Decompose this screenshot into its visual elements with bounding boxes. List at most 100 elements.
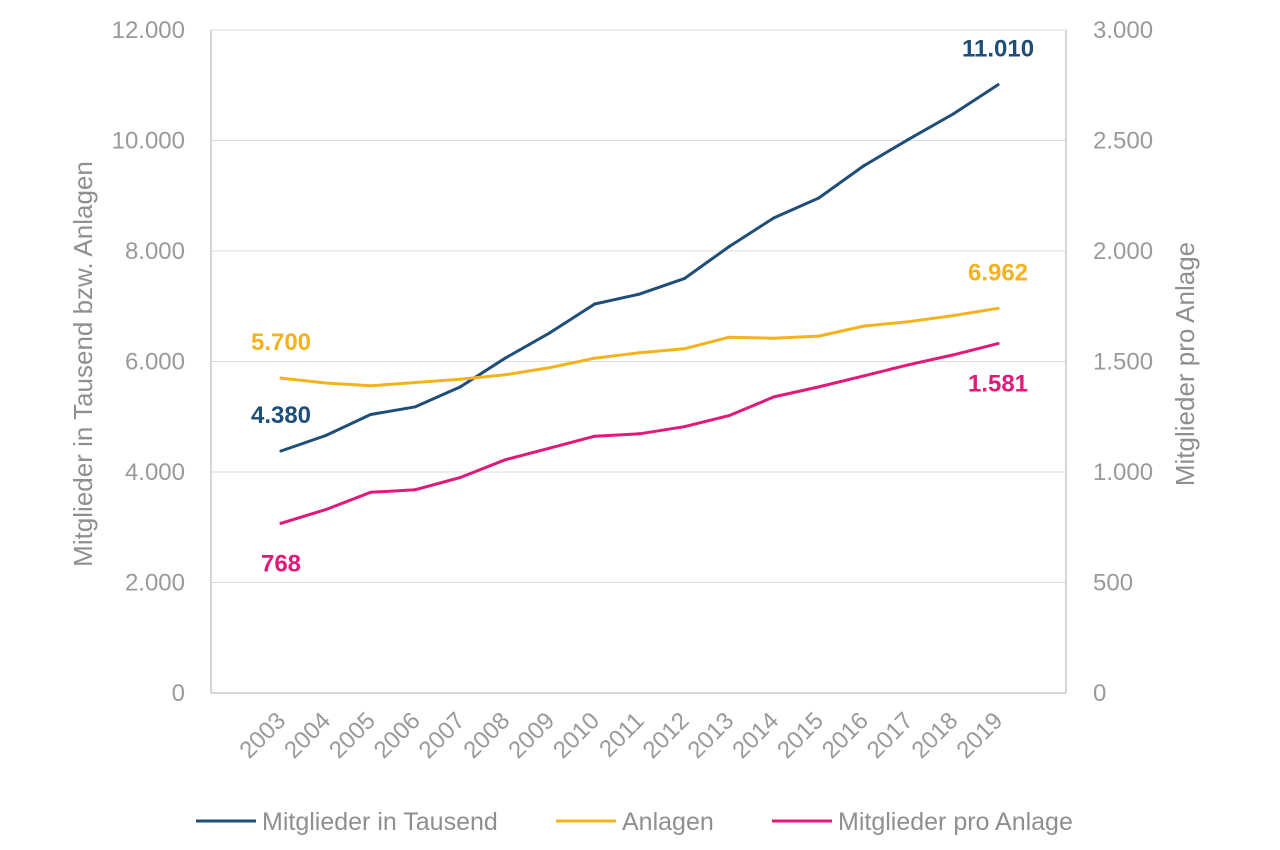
series-line-2 — [279, 306, 1000, 388]
data-point — [682, 425, 686, 429]
data-point — [996, 83, 1000, 87]
right-axis-title: Mitglieder pro Anlage — [1170, 242, 1200, 486]
data-point — [906, 320, 910, 324]
right-tick-label: 1.000 — [1093, 459, 1153, 486]
data-label: 5.700 — [251, 329, 311, 356]
left-tick-label: 0 — [172, 680, 185, 707]
data-label: 4.380 — [251, 402, 311, 429]
legend-item-3: Mitglieder pro Anlage — [772, 808, 1073, 836]
data-point — [996, 342, 1000, 346]
axes — [210, 30, 1067, 694]
data-point — [503, 356, 507, 360]
x-axis-ticks: 2003200420052006200720082009201020112012… — [234, 707, 1008, 764]
x-tick-label: 2006 — [369, 707, 426, 764]
left-tick-label: 6.000 — [125, 349, 185, 376]
left-axis-title: Mitglieder in Tausend bzw. Anlagen — [68, 161, 98, 567]
data-point — [682, 347, 686, 351]
data-point — [727, 414, 731, 418]
data-point — [638, 351, 641, 355]
right-tick-label: 3.000 — [1093, 17, 1153, 44]
x-tick-label: 2016 — [817, 707, 874, 764]
right-tick-label: 2.500 — [1093, 128, 1153, 155]
data-point — [638, 292, 641, 296]
legend-label: Mitglieder in Tausend — [262, 808, 498, 836]
data-point — [548, 331, 552, 335]
data-point — [593, 356, 597, 360]
data-point — [638, 432, 641, 436]
x-tick-label: 2010 — [548, 707, 605, 764]
data-point — [548, 446, 552, 450]
x-tick-label: 2004 — [279, 707, 336, 764]
series-line-1 — [279, 83, 1000, 453]
data-point — [906, 137, 910, 141]
right-tick-label: 2.000 — [1093, 238, 1153, 265]
data-point — [458, 385, 462, 389]
grid-lines — [211, 29, 1066, 583]
data-point — [772, 336, 776, 340]
data-label: 6.962 — [968, 259, 1028, 286]
data-point — [682, 277, 686, 281]
data-point — [727, 245, 731, 249]
data-point — [279, 449, 283, 453]
x-tick-label: 2013 — [683, 707, 740, 764]
x-tick-label: 2012 — [638, 707, 695, 764]
left-tick-label: 10.000 — [112, 128, 185, 155]
left-tick-label: 2.000 — [125, 570, 185, 597]
x-tick-label: 2009 — [503, 707, 560, 764]
data-label: 1.581 — [968, 371, 1028, 398]
x-tick-label: 2003 — [234, 707, 291, 764]
data-point — [951, 353, 955, 357]
data-point — [413, 380, 417, 384]
data-point — [996, 306, 1000, 310]
right-tick-label: 0 — [1093, 680, 1106, 707]
data-point — [862, 324, 866, 328]
data-point — [503, 373, 507, 377]
right-axis-ticks: 0 500 1.000 1.500 2.000 2.500 3.000 — [1093, 17, 1153, 707]
left-tick-label: 4.000 — [125, 459, 185, 486]
data-point — [369, 490, 373, 494]
data-point — [369, 384, 373, 388]
data-label: 11.010 — [962, 36, 1034, 63]
data-point — [906, 363, 910, 367]
right-tick-label: 1.500 — [1093, 349, 1153, 376]
left-tick-label: 8.000 — [125, 238, 185, 265]
data-point — [279, 376, 283, 380]
x-tick-label: 2018 — [907, 707, 964, 764]
data-point — [772, 395, 776, 399]
right-tick-label: 500 — [1093, 570, 1133, 597]
x-tick-label: 2015 — [772, 707, 829, 764]
x-tick-label: 2017 — [862, 707, 919, 764]
data-point — [817, 196, 821, 200]
legend-label: Mitglieder pro Anlage — [838, 808, 1073, 836]
legend-item-2: Anlagen — [556, 808, 714, 836]
x-tick-label: 2014 — [727, 707, 784, 764]
data-point — [548, 366, 552, 370]
data-point — [279, 521, 283, 525]
data-point — [862, 374, 866, 378]
x-tick-label: 2008 — [458, 707, 515, 764]
data-point — [324, 381, 328, 385]
data-point — [727, 335, 731, 339]
data-point — [817, 385, 821, 389]
data-point — [772, 216, 776, 220]
data-point — [324, 508, 328, 512]
data-point — [369, 413, 373, 417]
left-tick-label: 12.000 — [112, 17, 185, 44]
data-point — [951, 314, 955, 318]
left-axis-ticks: 0 2.000 4.000 6.000 8.000 10.000 12.000 — [112, 17, 185, 707]
data-point — [593, 302, 597, 306]
data-point — [951, 112, 955, 116]
data-point — [593, 434, 597, 438]
data-point — [324, 434, 328, 438]
data-point — [458, 377, 462, 381]
x-tick-label: 2005 — [324, 707, 381, 764]
legend: Mitglieder in Tausend Anlagen Mitglieder p… — [196, 808, 1073, 836]
x-tick-label: 2019 — [951, 707, 1008, 764]
data-point — [862, 164, 866, 168]
x-tick-label: 2011 — [594, 707, 650, 763]
data-label: 768 — [261, 550, 301, 577]
data-point — [503, 458, 507, 462]
data-point — [413, 405, 417, 409]
data-labels: 4.380 11.010 5.700 6.962 768 1.581 — [251, 36, 1034, 578]
